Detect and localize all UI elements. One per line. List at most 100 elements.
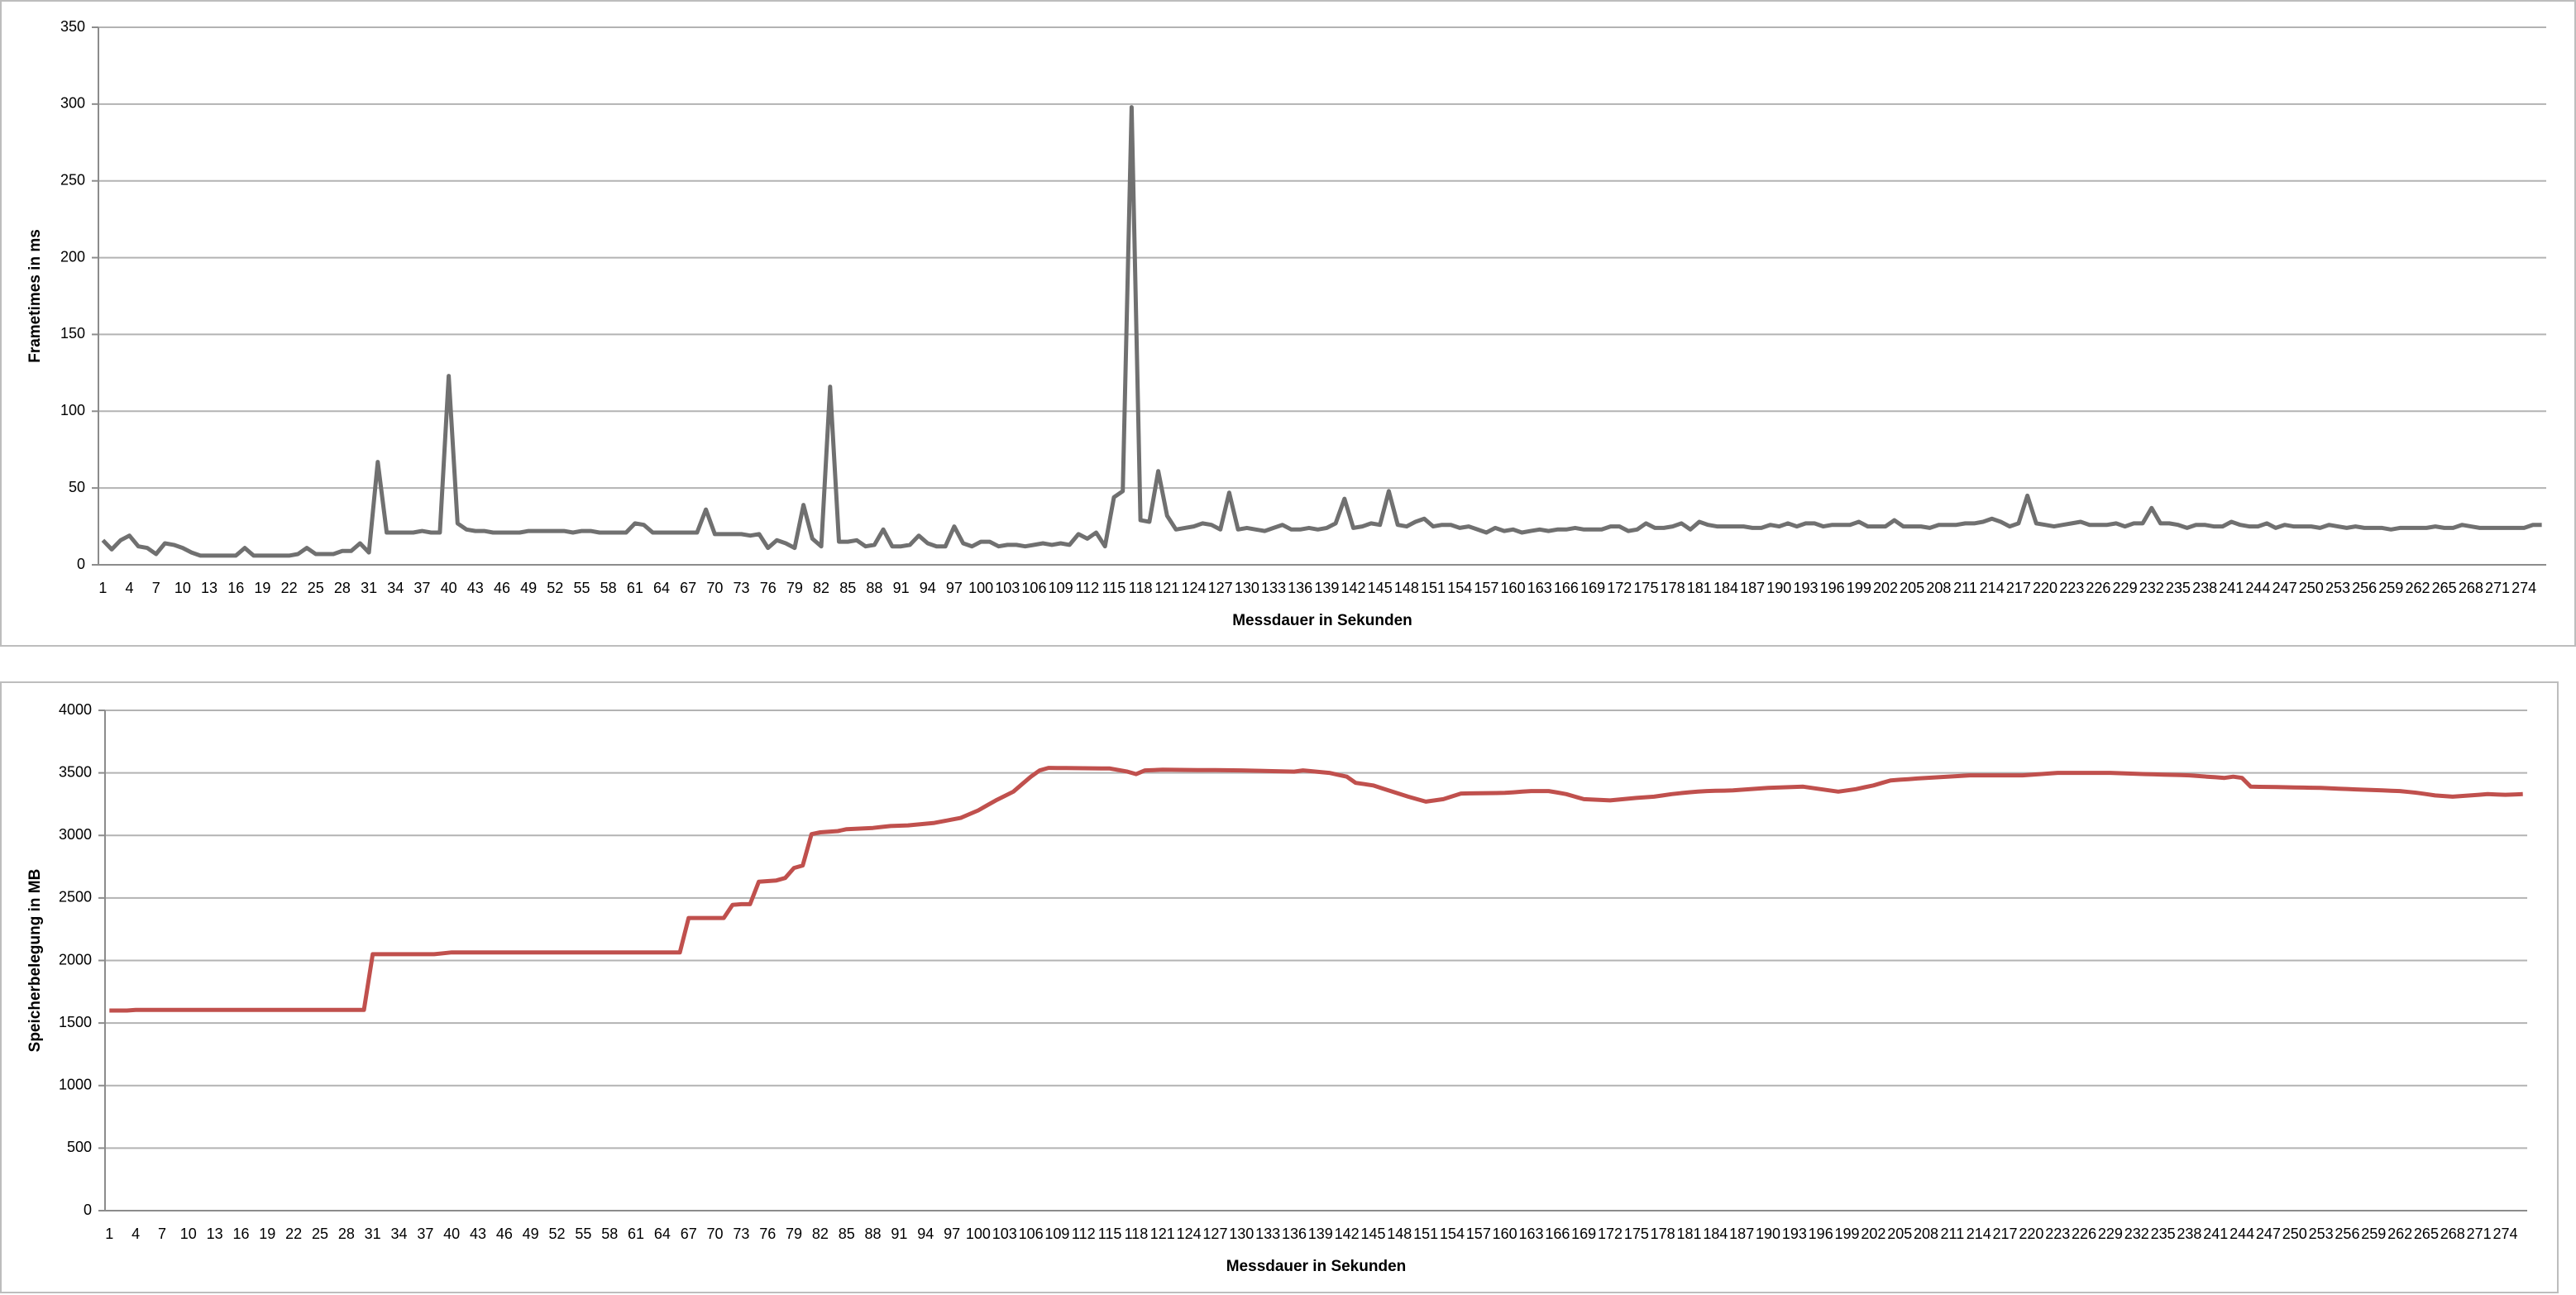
x-tick-label: 241 [2219, 580, 2244, 596]
y-tick-label: 2500 [59, 889, 92, 906]
x-tick-label: 73 [733, 1226, 749, 1242]
x-tick-label: 223 [2045, 1226, 2070, 1242]
y-tick-label: 250 [60, 171, 85, 188]
x-tick-label: 88 [865, 1226, 882, 1242]
memory-series [109, 766, 2523, 1013]
x-tick-label: 169 [1571, 1226, 1596, 1242]
x-tick-label: 13 [201, 580, 217, 596]
memory-gridlines [104, 710, 2527, 1211]
x-tick-label: 214 [1967, 1226, 1991, 1242]
x-tick-label: 19 [254, 580, 270, 596]
x-tick-label: 112 [1075, 580, 1099, 596]
x-tick-label: 58 [600, 580, 617, 596]
memory-y-axis: 0 500 1000 1500 2000 2500 3000 3500 4000 [59, 701, 105, 1218]
x-tick-label: 142 [1335, 1226, 1360, 1242]
x-tick-label: 250 [2299, 580, 2324, 596]
x-tick-label: 124 [1181, 580, 1206, 596]
x-tick-label: 64 [654, 1226, 671, 1242]
x-tick-label: 52 [547, 580, 563, 596]
x-tick-label: 244 [2245, 580, 2270, 596]
x-tick-label: 172 [1607, 580, 1632, 596]
x-tick-label: 139 [1308, 1226, 1333, 1242]
memory-chart: 0 500 1000 1500 2000 2500 3000 3500 4000 1 4 7 10 13… [0, 681, 2559, 1293]
x-tick-label: 52 [549, 1226, 566, 1242]
x-tick-label: 109 [1049, 580, 1073, 596]
x-tick-label: 217 [1993, 1226, 2018, 1242]
x-tick-label: 67 [680, 580, 696, 596]
x-tick-label: 271 [2467, 1226, 2492, 1242]
x-tick-label: 1 [98, 580, 107, 596]
x-tick-label: 166 [1545, 1226, 1570, 1242]
x-tick-label: 190 [1766, 580, 1791, 596]
x-tick-label: 121 [1150, 1226, 1175, 1242]
x-tick-label: 241 [2203, 1226, 2228, 1242]
x-tick-label: 91 [891, 1226, 907, 1242]
x-tick-label: 235 [2166, 580, 2191, 596]
x-tick-label: 64 [653, 580, 670, 596]
x-tick-label: 250 [2282, 1226, 2307, 1242]
x-tick-label: 175 [1624, 1226, 1649, 1242]
x-tick-label: 184 [1703, 1226, 1728, 1242]
y-tick-label: 3000 [59, 826, 92, 843]
x-tick-label: 127 [1208, 580, 1233, 596]
x-tick-label: 226 [2072, 1226, 2096, 1242]
x-tick-label: 160 [1501, 580, 1526, 596]
x-tick-label: 187 [1740, 580, 1765, 596]
x-tick-label: 100 [966, 1226, 991, 1242]
x-tick-label: 49 [520, 580, 537, 596]
x-tick-label: 79 [786, 580, 803, 596]
x-tick-label: 154 [1440, 1226, 1465, 1242]
x-tick-label: 19 [259, 1226, 275, 1242]
x-tick-label: 193 [1793, 580, 1818, 596]
x-tick-label: 46 [494, 580, 510, 596]
x-tick-label: 94 [917, 1226, 934, 1242]
x-tick-label: 190 [1756, 1226, 1780, 1242]
x-tick-label: 259 [2361, 1226, 2386, 1242]
x-tick-label: 82 [813, 580, 829, 596]
x-tick-label: 160 [1493, 1226, 1517, 1242]
x-tick-label: 109 [1044, 1226, 1069, 1242]
x-tick-label: 103 [995, 580, 1020, 596]
x-tick-label: 274 [2492, 1226, 2517, 1242]
x-tick-label: 22 [281, 580, 298, 596]
x-tick-label: 208 [1914, 1226, 1938, 1242]
x-tick-label: 58 [601, 1226, 618, 1242]
frametime-chart: 0 50 100 150 200 250 300 350 1 4 7 10 13 16 19 22 25 28 3… [0, 0, 2576, 647]
x-tick-label: 106 [1021, 580, 1046, 596]
x-tick-label: 184 [1713, 580, 1738, 596]
x-tick-label: 133 [1255, 1226, 1280, 1242]
x-tick-label: 181 [1677, 1226, 1702, 1242]
x-tick-label: 205 [1900, 580, 1924, 596]
x-tick-label: 178 [1661, 580, 1685, 596]
x-tick-label: 163 [1527, 580, 1552, 596]
x-tick-label: 10 [174, 580, 191, 596]
data-line [101, 105, 2542, 558]
x-tick-label: 115 [1102, 580, 1126, 596]
x-tick-label: 229 [2098, 1226, 2123, 1242]
x-tick-label: 157 [1474, 580, 1498, 596]
y-tick-label: 1500 [59, 1014, 92, 1030]
x-tick-label: 94 [920, 580, 936, 596]
x-tick-label: 115 [1098, 1226, 1122, 1242]
y-tick-label: 4000 [59, 701, 92, 718]
x-tick-label: 4 [131, 1226, 140, 1242]
x-tick-label: 73 [734, 580, 750, 596]
x-tick-label: 40 [443, 1226, 460, 1242]
x-tick-label: 187 [1729, 1226, 1754, 1242]
y-tick-label: 200 [60, 248, 85, 265]
x-tick-label: 136 [1288, 580, 1312, 596]
x-tick-label: 85 [839, 1226, 855, 1242]
x-tick-label: 211 [1941, 1226, 1965, 1242]
x-tick-label: 142 [1341, 580, 1366, 596]
x-tick-label: 196 [1820, 580, 1845, 596]
x-tick-label: 112 [1072, 1226, 1096, 1242]
x-tick-label: 268 [2440, 1226, 2465, 1242]
x-tick-label: 256 [2335, 1226, 2359, 1242]
data-line [109, 766, 2523, 1013]
x-tick-label: 238 [2192, 580, 2217, 596]
frametime-gridlines [98, 26, 2546, 566]
x-tick-label: 25 [312, 1226, 328, 1242]
y-tick-label: 100 [60, 402, 85, 418]
x-tick-label: 106 [1019, 1226, 1044, 1242]
x-tick-label: 229 [2113, 580, 2138, 596]
